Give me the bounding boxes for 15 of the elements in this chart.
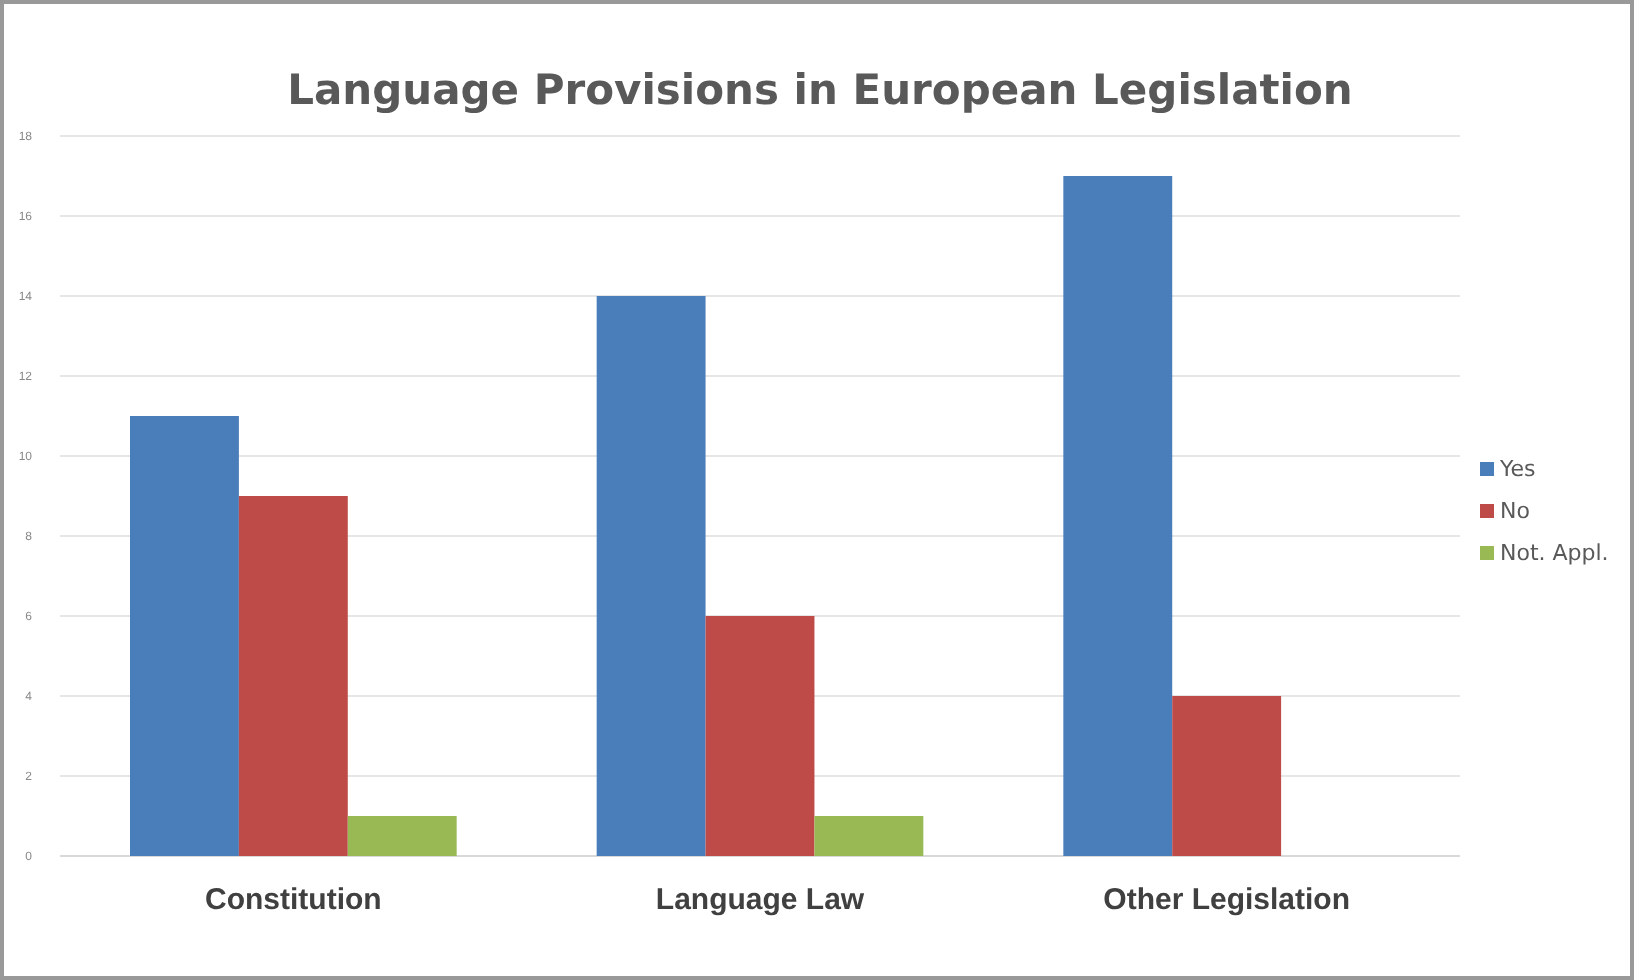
bar	[596, 296, 706, 856]
bar	[238, 496, 348, 856]
x-tick-label: Constitution	[205, 883, 382, 918]
legend-label: Yes	[1498, 456, 1537, 482]
legend-label: No	[1500, 498, 1531, 524]
bar	[130, 416, 239, 856]
bar	[347, 816, 457, 856]
x-tick-label: Language Law	[655, 883, 865, 918]
legend-label: Not. Appl.	[1500, 540, 1609, 566]
x-tick-label: Other Legislation	[1103, 883, 1351, 918]
chart-title: Language Provisions in European Legislation	[287, 66, 1353, 114]
bar	[1063, 176, 1173, 856]
bar	[705, 616, 815, 856]
bar	[1172, 696, 1282, 856]
bar	[814, 816, 924, 856]
